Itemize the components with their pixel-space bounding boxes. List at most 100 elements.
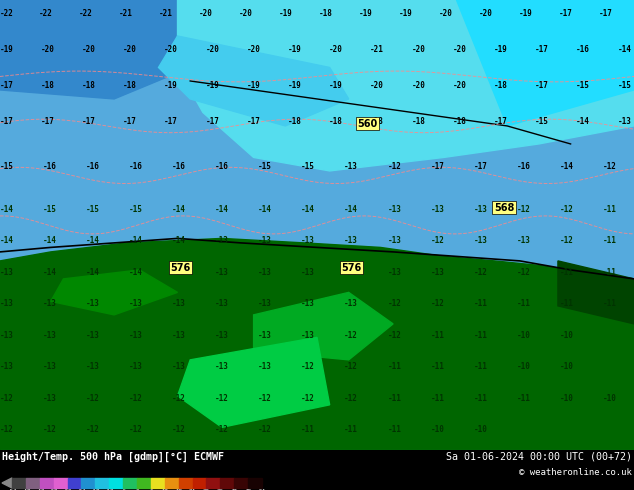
Text: -20: -20 <box>453 45 467 54</box>
Text: Sa 01-06-2024 00:00 UTC (00+72): Sa 01-06-2024 00:00 UTC (00+72) <box>446 452 632 462</box>
Text: -13: -13 <box>0 299 13 308</box>
Text: Height/Temp. 500 hPa [gdmp][°C] ECMWF: Height/Temp. 500 hPa [gdmp][°C] ECMWF <box>2 452 224 462</box>
Text: -12: -12 <box>0 393 13 403</box>
Text: -18: -18 <box>329 117 343 126</box>
Bar <box>109 478 123 488</box>
Text: -12: -12 <box>172 393 186 403</box>
Text: -12: -12 <box>42 425 56 434</box>
Text: -12: -12 <box>301 393 315 403</box>
Text: -13: -13 <box>258 331 272 340</box>
Text: -13: -13 <box>86 362 100 371</box>
Text: -13: -13 <box>172 299 186 308</box>
Text: -13: -13 <box>474 236 488 245</box>
Text: -17: -17 <box>123 117 137 126</box>
Text: -12: -12 <box>603 162 617 171</box>
Text: -12: -12 <box>344 331 358 340</box>
Text: -13: -13 <box>215 362 229 371</box>
Bar <box>165 478 179 488</box>
Text: -14: -14 <box>42 236 56 245</box>
Text: -13: -13 <box>42 331 56 340</box>
Text: -13: -13 <box>258 268 272 277</box>
Text: -13: -13 <box>618 117 631 126</box>
Text: -20: -20 <box>123 45 137 54</box>
Text: -17: -17 <box>164 117 178 126</box>
Text: -13: -13 <box>0 331 13 340</box>
Text: -12: -12 <box>387 162 401 171</box>
Text: -14: -14 <box>172 205 186 214</box>
Polygon shape <box>0 0 222 99</box>
Text: -17: -17 <box>41 117 55 126</box>
Text: -12: -12 <box>258 393 272 403</box>
Text: -17: -17 <box>535 45 549 54</box>
Text: -20: -20 <box>411 81 425 90</box>
Text: -21: -21 <box>119 9 133 18</box>
Text: -13: -13 <box>344 299 358 308</box>
Text: -42: -42 <box>34 489 45 490</box>
Text: -11: -11 <box>560 268 574 277</box>
Text: -12: -12 <box>258 425 272 434</box>
Text: -14: -14 <box>42 268 56 277</box>
Text: -13: -13 <box>215 268 229 277</box>
Bar <box>151 478 165 488</box>
Text: -11: -11 <box>430 331 444 340</box>
Text: -22: -22 <box>79 9 93 18</box>
Text: -15: -15 <box>0 162 13 171</box>
Text: -11: -11 <box>474 299 488 308</box>
Text: -12: -12 <box>387 331 401 340</box>
Text: -12: -12 <box>86 425 100 434</box>
Text: 12: 12 <box>161 489 168 490</box>
Text: -13: -13 <box>430 268 444 277</box>
Text: -20: -20 <box>164 45 178 54</box>
Text: -30: -30 <box>62 489 73 490</box>
Text: -22: -22 <box>0 9 13 18</box>
Polygon shape <box>558 261 634 324</box>
Text: -13: -13 <box>129 362 143 371</box>
Text: -12: -12 <box>344 393 358 403</box>
Text: -13: -13 <box>387 268 401 277</box>
Text: -13: -13 <box>301 299 315 308</box>
Text: -14: -14 <box>86 236 100 245</box>
Text: -17: -17 <box>205 117 219 126</box>
Polygon shape <box>2 478 12 488</box>
Text: -12: -12 <box>215 393 229 403</box>
Text: -14: -14 <box>301 205 315 214</box>
Text: -16: -16 <box>172 162 186 171</box>
Text: -16: -16 <box>576 45 590 54</box>
Text: -12: -12 <box>86 393 100 403</box>
Text: -11: -11 <box>603 268 617 277</box>
Text: -21: -21 <box>370 45 384 54</box>
Text: -14: -14 <box>215 205 229 214</box>
Text: -16: -16 <box>517 162 531 171</box>
Text: -11: -11 <box>603 236 617 245</box>
Text: -48: -48 <box>21 489 31 490</box>
Text: -13: -13 <box>86 331 100 340</box>
Text: 48: 48 <box>245 489 252 490</box>
Text: -10: -10 <box>474 425 488 434</box>
Text: -14: -14 <box>618 45 631 54</box>
Text: -18: -18 <box>494 81 508 90</box>
Text: -12: -12 <box>517 205 531 214</box>
Text: -17: -17 <box>559 9 573 18</box>
Text: -14: -14 <box>258 205 272 214</box>
Text: -12: -12 <box>517 268 531 277</box>
Text: -12: -12 <box>129 393 143 403</box>
Text: -11: -11 <box>517 393 531 403</box>
Text: -13: -13 <box>387 236 401 245</box>
Text: -6: -6 <box>120 489 127 490</box>
Bar <box>221 478 234 488</box>
Text: -10: -10 <box>517 331 531 340</box>
Text: -12: -12 <box>560 205 574 214</box>
Polygon shape <box>158 36 349 126</box>
Text: 568: 568 <box>494 203 514 213</box>
Text: 6: 6 <box>149 489 153 490</box>
Text: -14: -14 <box>129 268 143 277</box>
Text: -13: -13 <box>86 299 100 308</box>
Text: 576: 576 <box>342 263 362 272</box>
Text: -12: -12 <box>430 299 444 308</box>
Text: -12: -12 <box>104 489 115 490</box>
Text: -14: -14 <box>576 117 590 126</box>
Text: -14: -14 <box>0 205 13 214</box>
Text: -22: -22 <box>39 9 53 18</box>
Text: -13: -13 <box>172 268 186 277</box>
Text: -19: -19 <box>288 81 302 90</box>
